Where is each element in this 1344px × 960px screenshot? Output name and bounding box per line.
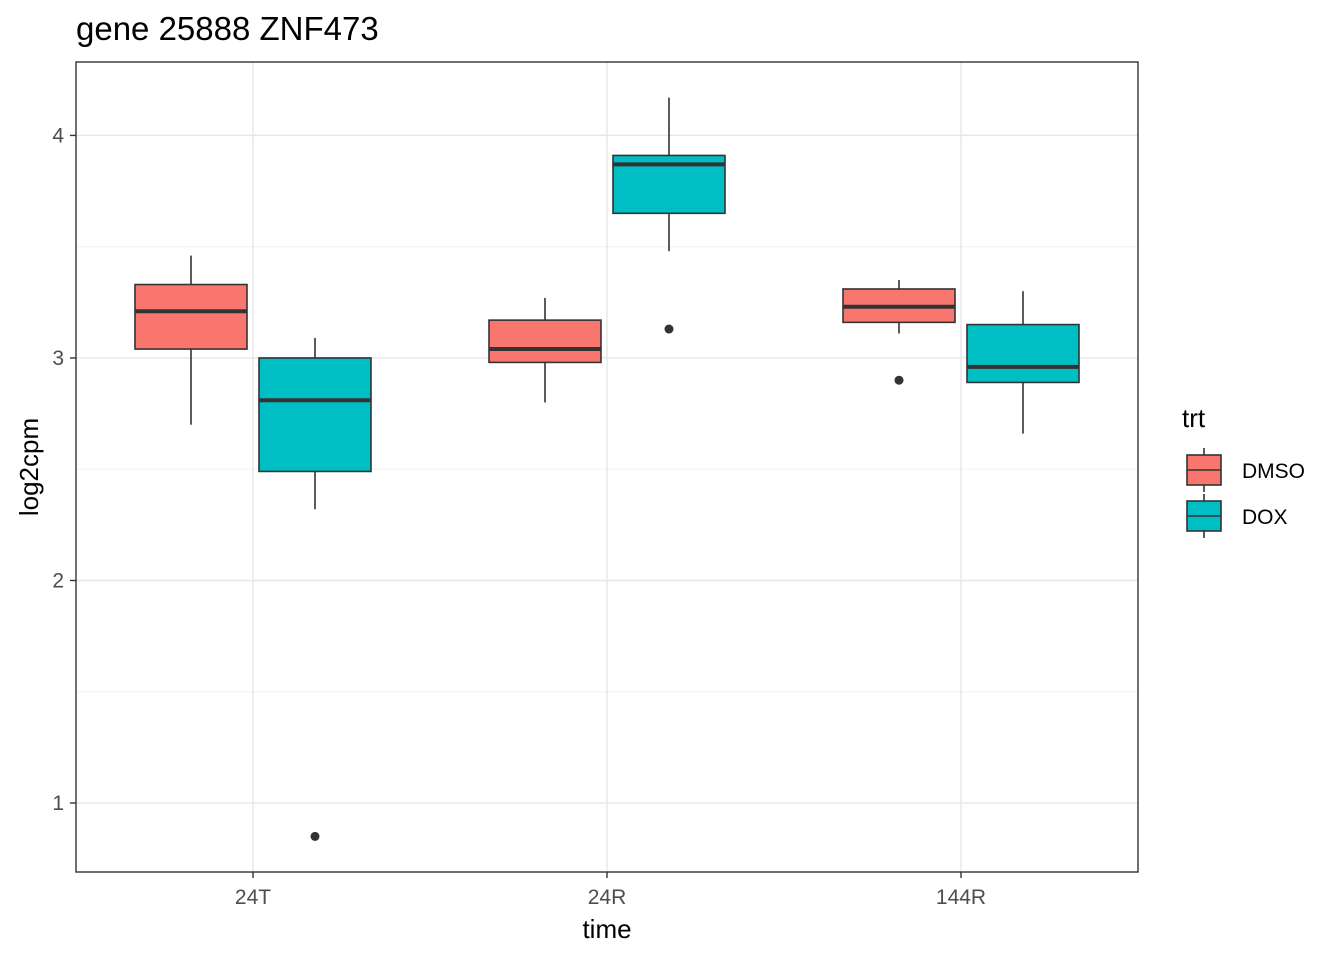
box-body bbox=[258, 357, 372, 473]
chart-title: gene 25888 ZNF473 bbox=[76, 10, 379, 47]
box-DOX-24R bbox=[612, 97, 726, 334]
box-body bbox=[966, 323, 1080, 384]
outlier-point bbox=[310, 831, 320, 841]
y-tick-label: 1 bbox=[52, 792, 64, 815]
y-tick-label: 3 bbox=[52, 347, 64, 370]
grid-lines bbox=[76, 62, 1138, 872]
legend-key-DOX bbox=[1186, 494, 1222, 538]
outlier-point bbox=[664, 324, 674, 334]
y-tick-label: 2 bbox=[52, 569, 64, 592]
x-tick-label: 144R bbox=[936, 886, 986, 909]
legend-label-DOX: DOX bbox=[1242, 506, 1288, 529]
box-DOX-144R bbox=[966, 291, 1080, 434]
box-DMSO-144R bbox=[842, 280, 956, 385]
outlier-point bbox=[894, 375, 904, 385]
box-DMSO-24T bbox=[134, 255, 248, 425]
x-axis: 24T 24R 144R bbox=[235, 872, 986, 909]
box-DMSO-24R bbox=[488, 297, 602, 403]
y-axis-title: log2cpm bbox=[14, 418, 44, 516]
legend: trt DMSO DOX bbox=[1182, 403, 1305, 538]
box-body bbox=[488, 319, 602, 364]
legend-title: trt bbox=[1182, 403, 1206, 433]
legend-key-DMSO bbox=[1186, 448, 1222, 492]
y-tick-label: 4 bbox=[52, 124, 64, 147]
box-body bbox=[134, 283, 248, 350]
boxes-layer bbox=[134, 97, 1080, 841]
y-axis: 1 2 3 4 bbox=[52, 124, 76, 815]
x-axis-title: time bbox=[582, 914, 631, 944]
box-DOX-24T bbox=[258, 337, 372, 841]
legend-label-DMSO: DMSO bbox=[1242, 460, 1305, 483]
x-tick-label: 24T bbox=[235, 886, 271, 909]
x-tick-label: 24R bbox=[588, 886, 627, 909]
